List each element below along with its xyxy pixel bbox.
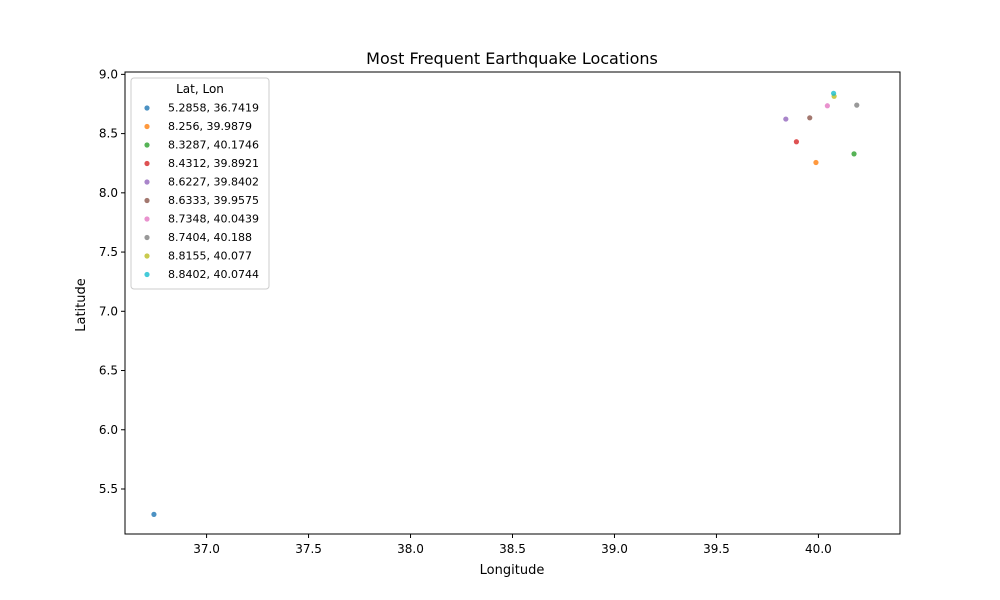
- data-points: [151, 90, 860, 517]
- x-tick-label: 39.5: [703, 542, 730, 556]
- y-axis-title: Latitude: [74, 278, 89, 332]
- legend-label: 8.3287, 40.1746: [168, 139, 259, 152]
- legend-marker: [144, 271, 150, 278]
- data-point: [854, 102, 860, 108]
- x-tick-label: 39.0: [601, 542, 628, 556]
- legend-marker: [144, 234, 150, 241]
- legend-marker: [144, 197, 150, 204]
- legend-title: Lat, Lon: [176, 82, 224, 96]
- legend-label: 8.8402, 40.0744: [168, 268, 259, 281]
- legend: Lat, Lon 5.2858, 36.7419 8.256, 39.9879 8.…: [130, 77, 270, 290]
- y-tick-label: 9.0: [99, 67, 118, 81]
- data-point: [824, 103, 830, 109]
- y-tick-label: 5.5: [99, 482, 118, 496]
- x-tick-label: 37.0: [193, 542, 220, 556]
- x-tick-label: 37.5: [295, 542, 322, 556]
- data-point: [151, 511, 157, 517]
- legend-items: 5.2858, 36.7419 8.256, 39.9879 8.3287, 40.…: [144, 102, 259, 281]
- data-point: [793, 139, 800, 145]
- x-tick-label: 38.5: [499, 542, 526, 556]
- legend-marker: [144, 105, 150, 111]
- legend-label: 8.7404, 40.188: [168, 231, 252, 244]
- legend-marker: [144, 253, 150, 259]
- plot-area-frame: [124, 71, 901, 535]
- y-tick-label: 6.0: [99, 423, 118, 437]
- legend-label: 8.6333, 39.9575: [168, 194, 259, 207]
- legend-label: 8.6227, 39.8402: [168, 176, 259, 189]
- legend-box: [130, 77, 270, 290]
- legend-label: 5.2858, 36.7419: [168, 102, 259, 115]
- y-tick-label: 8.0: [99, 186, 118, 200]
- chart-title: Most Frequent Earthquake Locations: [366, 49, 658, 68]
- x-tick-label: 40.0: [805, 542, 832, 556]
- legend-label: 8.7348, 40.0439: [168, 213, 259, 226]
- y-tick-label: 7.5: [99, 245, 118, 259]
- y-tick-label: 7.0: [99, 304, 118, 318]
- y-axis: 5.5 6.0 6.5 7.0 7.5 8.0 8.5 9.0: [99, 67, 125, 496]
- y-tick-label: 8.5: [99, 127, 118, 141]
- x-axis: 37.0 37.5 38.0 38.5 39.0 39.5 40.0: [193, 534, 832, 556]
- legend-label: 8.4312, 39.8921: [168, 157, 259, 170]
- data-point: [830, 90, 837, 96]
- legend-label: 8.8155, 40.077: [168, 250, 252, 263]
- x-axis-title: Longitude: [480, 563, 545, 578]
- data-point: [851, 151, 857, 157]
- legend-marker: [144, 123, 150, 130]
- x-tick-label: 38.0: [397, 542, 424, 556]
- legend-marker: [144, 179, 150, 185]
- data-point: [807, 115, 813, 121]
- legend-marker: [144, 142, 150, 148]
- data-point: [813, 159, 819, 166]
- y-tick-label: 6.5: [99, 364, 118, 378]
- legend-marker: [144, 216, 150, 222]
- legend-marker: [144, 160, 150, 167]
- legend-label: 8.256, 39.9879: [168, 120, 252, 133]
- data-point: [783, 116, 789, 122]
